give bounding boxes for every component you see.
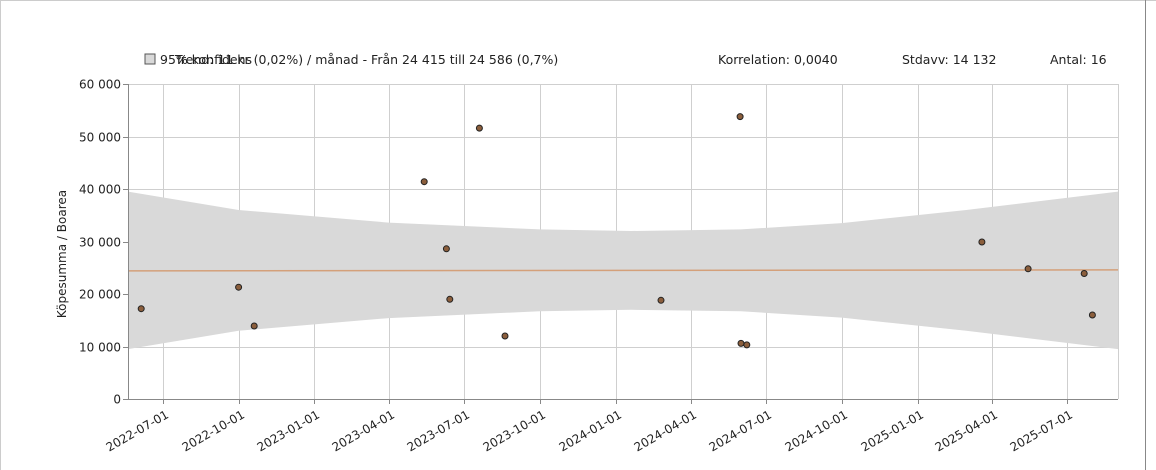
y-tick-label: 30 000 <box>79 236 121 250</box>
x-tick-label: 2022-07-01 <box>104 407 171 454</box>
x-tick-label: 2024-10-01 <box>783 407 850 454</box>
legend-band-swatch <box>144 53 156 65</box>
legend-trend-text: Trend: 11 kr (0,02%) / månad - Från 24 4… <box>174 52 558 67</box>
data-point <box>1080 270 1088 277</box>
trend-line <box>127 269 1119 272</box>
y-tick-label: 60 000 <box>79 78 121 92</box>
x-tick-labels: 2022-07-01 2022-10-01 2023-01-01 2023-04-01… <box>104 407 1075 454</box>
x-tick-label: 2023-04-01 <box>330 407 397 454</box>
x-tick-label: 2025-04-01 <box>933 407 1000 454</box>
y-tick-label: 0 <box>113 393 121 407</box>
x-tick-label: 2024-01-01 <box>557 407 624 454</box>
legend-stdev: Stdavv: 14 132 <box>902 52 996 67</box>
legend-band-label: 95% konfidens <box>160 52 252 67</box>
data-point <box>420 178 428 186</box>
x-tick-label: 2023-10-01 <box>481 407 548 454</box>
x-tick-label: 2023-01-01 <box>255 407 322 454</box>
axes <box>123 84 1118 404</box>
data-point <box>978 238 986 246</box>
data-point <box>1024 265 1032 273</box>
data-point <box>743 341 751 349</box>
legend-correlation: Korrelation: 0,0040 <box>718 52 838 67</box>
x-tick-label: 2025-07-01 <box>1008 407 1075 454</box>
y-tick-labels: 0 10 000 20 000 30 000 40 000 50 000 60 000 <box>79 78 121 407</box>
x-tick-label: 2024-07-01 <box>707 407 774 454</box>
y-tick-label: 20 000 <box>79 288 121 302</box>
data-point <box>235 283 243 291</box>
data-point <box>446 295 454 303</box>
y-tick-label: 50 000 <box>79 131 121 145</box>
trend-layer <box>127 269 1119 272</box>
data-point <box>442 245 450 253</box>
data-point <box>501 332 509 340</box>
data-point <box>475 124 483 132</box>
y-axis-label: Köpesumma / Boarea <box>55 190 69 318</box>
data-point <box>1088 311 1096 319</box>
data-point <box>737 339 745 347</box>
data-point <box>137 305 145 313</box>
legend-count: Antal: 16 <box>1050 52 1107 67</box>
data-point <box>250 322 258 330</box>
data-points <box>137 113 1096 349</box>
x-tick-label: 2023-07-01 <box>405 407 472 454</box>
data-point <box>736 113 744 121</box>
x-tick-label: 2022-10-01 <box>180 407 247 454</box>
y-tick-label: 10 000 <box>79 341 121 355</box>
y-tick-label: 40 000 <box>79 183 121 197</box>
legend: 95% konfidens Trend: 11 kr (0,02%) / mån… <box>144 52 1107 67</box>
x-tick-label: 2024-04-01 <box>632 407 699 454</box>
x-tick-label: 2025-01-01 <box>859 407 926 454</box>
data-point <box>657 296 665 304</box>
